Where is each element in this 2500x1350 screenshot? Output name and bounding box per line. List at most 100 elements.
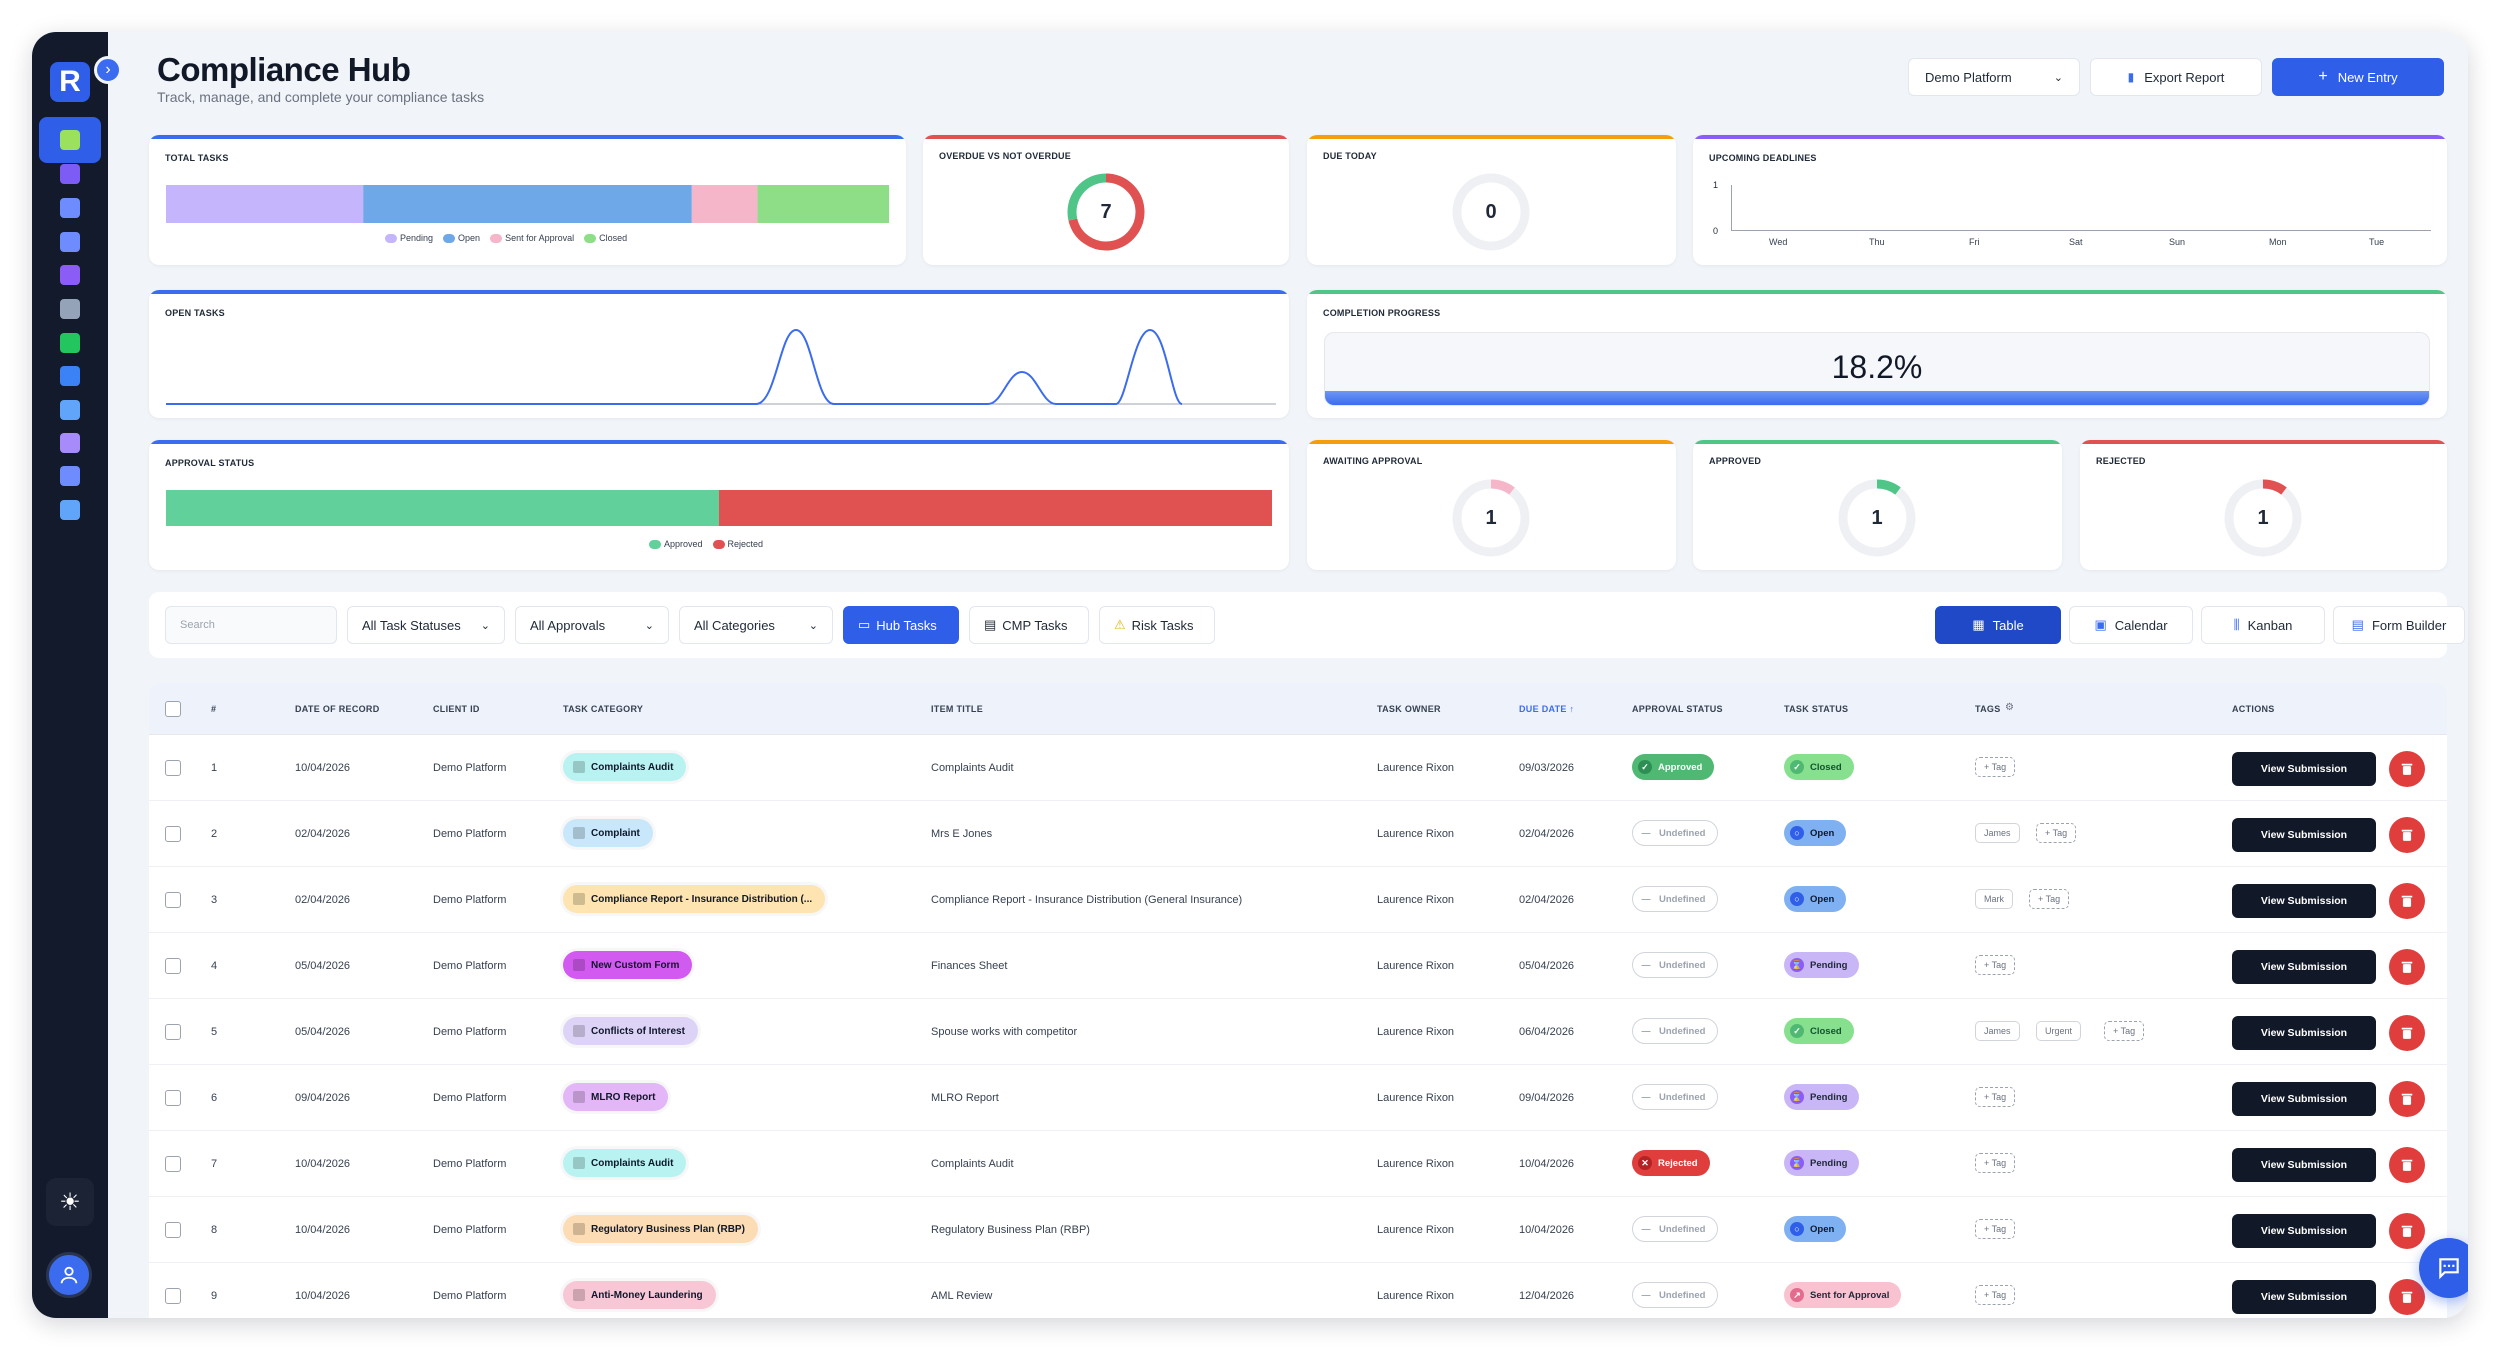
add-tag-button[interactable]: + Tag bbox=[2036, 823, 2077, 843]
view-submission-button[interactable]: View Submission bbox=[2232, 950, 2376, 984]
table-row[interactable]: 7 10/04/2026 Demo Platform Complaints Audit… bbox=[149, 1131, 2447, 1197]
select-all-checkbox[interactable] bbox=[165, 701, 181, 717]
tag-chip[interactable]: Mark bbox=[1975, 889, 2013, 909]
row-checkbox[interactable] bbox=[165, 826, 181, 842]
row-checkbox[interactable] bbox=[165, 958, 181, 974]
view-submission-button[interactable]: View Submission bbox=[2232, 1082, 2376, 1116]
col-header-tags[interactable]: TAGS bbox=[1975, 704, 2001, 714]
add-tag-button[interactable]: + Tag bbox=[2104, 1021, 2145, 1041]
view-submission-button[interactable]: View Submission bbox=[2232, 1016, 2376, 1050]
sidebar-item-message[interactable] bbox=[39, 320, 101, 366]
category-badge[interactable]: New Custom Form bbox=[563, 951, 693, 979]
row-checkbox[interactable] bbox=[165, 1222, 181, 1238]
risk-tasks-tab[interactable]: ⚠ Risk Tasks bbox=[1099, 606, 1215, 644]
add-tag-button[interactable]: + Tag bbox=[1975, 757, 2016, 777]
category-badge[interactable]: Conflicts of Interest bbox=[563, 1017, 698, 1045]
row-checkbox[interactable] bbox=[165, 760, 181, 776]
tag-chip[interactable]: Urgent bbox=[2036, 1021, 2082, 1041]
col-header-category[interactable]: TASK CATEGORY bbox=[563, 704, 644, 714]
sidebar-item-shield[interactable] bbox=[39, 219, 101, 265]
delete-button[interactable] bbox=[2389, 1147, 2425, 1183]
category-badge[interactable]: Anti-Money Laundering bbox=[563, 1281, 716, 1309]
delete-button[interactable] bbox=[2389, 1081, 2425, 1117]
add-tag-button[interactable]: + Tag bbox=[1975, 1285, 2016, 1305]
delete-button[interactable] bbox=[2389, 817, 2425, 853]
category-badge[interactable]: Regulatory Business Plan (RBP) bbox=[563, 1215, 758, 1243]
kanban-view-button[interactable]: ⫼ Kanban bbox=[2201, 606, 2325, 644]
table-row[interactable]: 9 10/04/2026 Demo Platform Anti-Money Laund… bbox=[149, 1263, 2447, 1318]
sidebar-item-tasks[interactable] bbox=[39, 117, 101, 163]
tag-chip[interactable]: James bbox=[1975, 1021, 2020, 1041]
platform-select[interactable]: Demo Platform ⌄ bbox=[1908, 58, 2080, 96]
category-filter[interactable]: All Categories ⌄ bbox=[679, 606, 833, 644]
table-row[interactable]: 4 05/04/2026 Demo Platform New Custom Form F… bbox=[149, 933, 2447, 999]
category-badge[interactable]: Compliance Report - Insurance Distributi… bbox=[563, 885, 826, 913]
delete-button[interactable] bbox=[2389, 949, 2425, 985]
view-submission-button[interactable]: View Submission bbox=[2232, 1280, 2376, 1314]
col-header-approval[interactable]: APPROVAL STATUS bbox=[1632, 704, 1723, 714]
row-checkbox[interactable] bbox=[165, 1024, 181, 1040]
category-badge[interactable]: Complaints Audit bbox=[563, 753, 687, 781]
user-avatar[interactable] bbox=[46, 1252, 92, 1298]
settings-icon[interactable]: ⚙ bbox=[2005, 702, 2014, 713]
sidebar-item-users[interactable] bbox=[39, 185, 101, 231]
table-row[interactable]: 1 10/04/2026 Demo Platform Complaints Audit… bbox=[149, 735, 2447, 801]
delete-button[interactable] bbox=[2389, 751, 2425, 787]
hub-tasks-tab[interactable]: ▭ Hub Tasks bbox=[843, 606, 959, 644]
add-tag-button[interactable]: + Tag bbox=[1975, 955, 2016, 975]
task-status-filter[interactable]: All Task Statuses ⌄ bbox=[347, 606, 505, 644]
sidebar-item-clipboard[interactable] bbox=[39, 252, 101, 298]
sidebar-item-id-card[interactable] bbox=[39, 286, 101, 332]
sidebar-item-target[interactable] bbox=[39, 453, 101, 499]
table-row[interactable]: 3 02/04/2026 Demo Platform Compliance Repor… bbox=[149, 867, 2447, 933]
delete-button[interactable] bbox=[2389, 883, 2425, 919]
export-report-button[interactable]: ▮ Export Report bbox=[2090, 58, 2262, 96]
view-submission-button[interactable]: View Submission bbox=[2232, 752, 2376, 786]
sidebar-item-chart[interactable] bbox=[39, 353, 101, 399]
sidebar-item-list[interactable] bbox=[39, 420, 101, 466]
row-checkbox[interactable] bbox=[165, 1090, 181, 1106]
sidebar-item-monitor[interactable] bbox=[39, 487, 101, 533]
sidebar-item-buildings[interactable] bbox=[39, 151, 101, 197]
col-header-date[interactable]: DATE OF RECORD bbox=[295, 704, 380, 714]
search-input[interactable]: Search bbox=[165, 606, 337, 644]
view-submission-button[interactable]: View Submission bbox=[2232, 1148, 2376, 1182]
category-badge[interactable]: MLRO Report bbox=[563, 1083, 669, 1111]
sidebar-item-document[interactable] bbox=[39, 387, 101, 433]
new-entry-button[interactable]: + New Entry bbox=[2272, 58, 2444, 96]
add-tag-button[interactable]: + Tag bbox=[1975, 1219, 2016, 1239]
table-row[interactable]: 5 05/04/2026 Demo Platform Conflicts of Int… bbox=[149, 999, 2447, 1065]
row-checkbox[interactable] bbox=[165, 892, 181, 908]
form-builder-button[interactable]: ▤ Form Builder bbox=[2333, 606, 2465, 644]
col-header-owner[interactable]: TASK OWNER bbox=[1377, 704, 1441, 714]
add-tag-button[interactable]: + Tag bbox=[1975, 1087, 2016, 1107]
view-submission-button[interactable]: View Submission bbox=[2232, 884, 2376, 918]
col-header-title[interactable]: ITEM TITLE bbox=[931, 704, 983, 714]
delete-button[interactable] bbox=[2389, 1015, 2425, 1051]
view-submission-button[interactable]: View Submission bbox=[2232, 1214, 2376, 1248]
col-header-number[interactable]: # bbox=[211, 704, 217, 714]
view-submission-button[interactable]: View Submission bbox=[2232, 818, 2376, 852]
add-tag-button[interactable]: + Tag bbox=[2029, 889, 2070, 909]
calendar-view-button[interactable]: ▣ Calendar bbox=[2069, 606, 2193, 644]
table-row[interactable]: 8 10/04/2026 Demo Platform Regulatory Busin… bbox=[149, 1197, 2447, 1263]
theme-toggle-sun-icon[interactable]: ☀ bbox=[46, 1178, 94, 1226]
cmp-tasks-tab[interactable]: ▤ CMP Tasks bbox=[969, 606, 1089, 644]
delete-button[interactable] bbox=[2389, 1279, 2425, 1315]
table-view-button[interactable]: ▦ Table bbox=[1935, 606, 2061, 644]
row-checkbox[interactable] bbox=[165, 1156, 181, 1172]
category-badge[interactable]: Complaints Audit bbox=[563, 1149, 687, 1177]
row-checkbox[interactable] bbox=[165, 1288, 181, 1304]
tag-chip[interactable]: James bbox=[1975, 823, 2020, 843]
col-header-client[interactable]: CLIENT ID bbox=[433, 704, 480, 714]
delete-button[interactable] bbox=[2389, 1213, 2425, 1249]
approval-filter[interactable]: All Approvals ⌄ bbox=[515, 606, 669, 644]
col-header-status[interactable]: TASK STATUS bbox=[1784, 704, 1849, 714]
table-row[interactable]: 6 09/04/2026 Demo Platform MLRO Report MLRO … bbox=[149, 1065, 2447, 1131]
app-logo[interactable]: R bbox=[50, 62, 90, 102]
chat-bubble-button[interactable] bbox=[2419, 1238, 2468, 1298]
add-tag-button[interactable]: + Tag bbox=[1975, 1153, 2016, 1173]
table-row[interactable]: 2 02/04/2026 Demo Platform Complaint Mrs E J… bbox=[149, 801, 2447, 867]
category-badge[interactable]: Complaint bbox=[563, 819, 653, 847]
col-header-due-date[interactable]: DUE DATE ↑ bbox=[1519, 704, 1575, 714]
